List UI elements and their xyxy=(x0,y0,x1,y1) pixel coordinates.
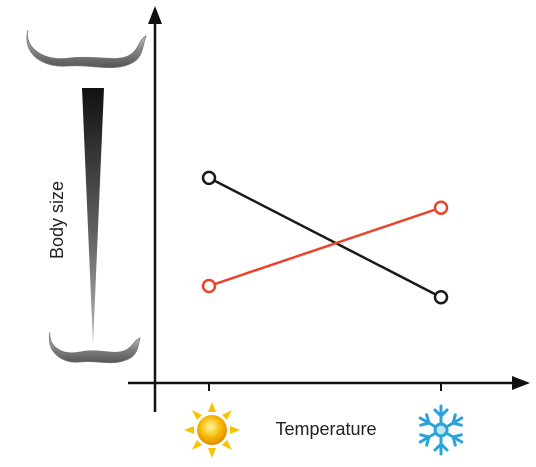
size-wedge xyxy=(82,88,104,345)
data-point xyxy=(203,172,215,184)
data-point xyxy=(435,291,447,303)
x-axis-label: Temperature xyxy=(275,419,376,439)
y-axis-label: Body size xyxy=(47,181,67,259)
y-axis-arrow xyxy=(148,6,162,24)
series-line xyxy=(209,208,441,286)
small-worm-icon xyxy=(49,332,140,363)
snowflake-icon xyxy=(417,406,465,454)
chart: Body size Temperature xyxy=(0,0,536,462)
x-axis-arrow xyxy=(512,376,530,390)
large-worm-icon xyxy=(27,30,146,68)
data-point xyxy=(203,280,215,292)
series-line xyxy=(209,178,441,297)
sun-icon xyxy=(184,402,240,458)
data-point xyxy=(435,202,447,214)
